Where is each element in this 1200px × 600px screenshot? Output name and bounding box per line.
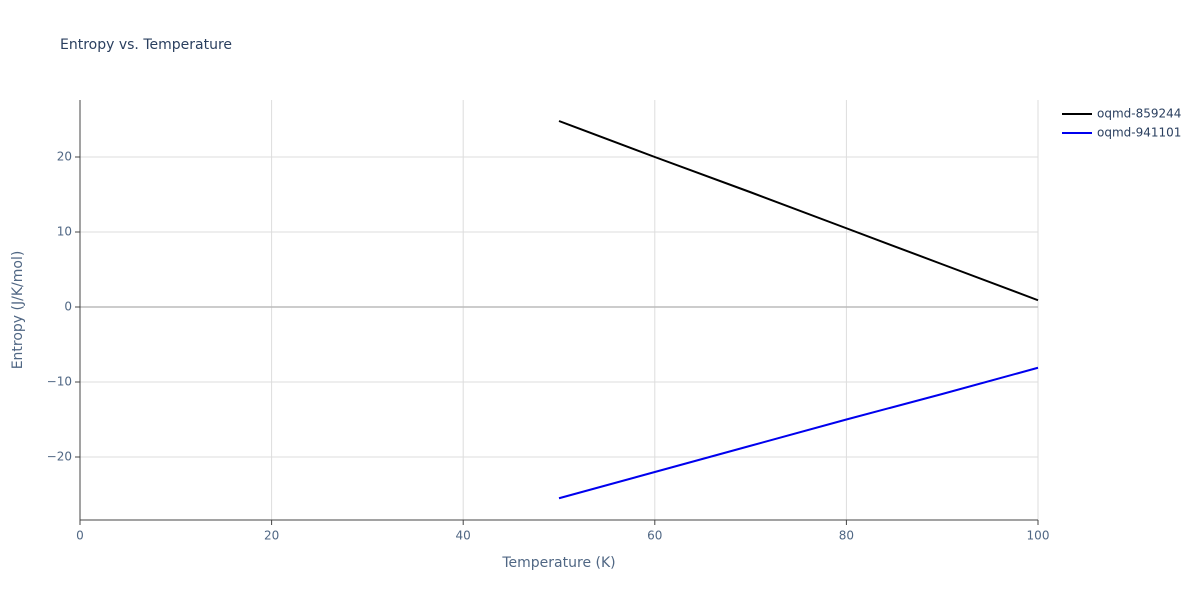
x-axis-title: Temperature (K): [501, 555, 615, 571]
line: [558, 366, 1039, 500]
chart-title: Entropy vs. Temperature: [60, 37, 232, 53]
y-tick-label: 0: [64, 300, 72, 314]
y-axis-title: Entropy (J/K/mol): [10, 251, 26, 370]
x-tick-label: 60: [647, 529, 662, 543]
x-tick-label: 0: [76, 529, 84, 543]
x-tick-label: 100: [1027, 529, 1050, 543]
legend-label: oqmd-859244: [1097, 107, 1181, 121]
y-tick-label: −10: [47, 375, 72, 389]
x-tick-label: 40: [456, 529, 471, 543]
y-tick-label: 20: [57, 150, 72, 164]
x-tick-label: 20: [264, 529, 279, 543]
y-tick-label: 10: [57, 225, 72, 239]
x-tick-label: 80: [839, 529, 854, 543]
y-tick-label: −20: [47, 450, 72, 464]
line: [558, 120, 1039, 302]
legend-label: oqmd-941101: [1097, 126, 1181, 140]
